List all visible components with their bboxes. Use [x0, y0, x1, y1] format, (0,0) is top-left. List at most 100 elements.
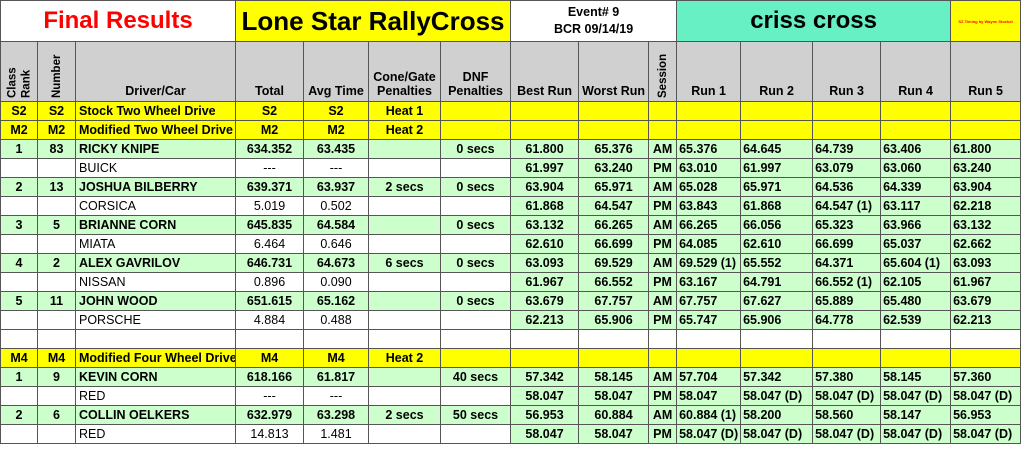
cell: [0, 386, 38, 406]
cell: [368, 196, 441, 216]
cell: PM: [648, 196, 678, 216]
cell: [368, 291, 441, 311]
cell: JOSHUA BILBERRY: [75, 177, 236, 197]
credit: SZ Timing by Wayne Stoebel: [950, 0, 1022, 42]
cell: BRIANNE CORN: [75, 215, 236, 235]
column-header: Run 5: [950, 41, 1022, 102]
cell: [676, 101, 742, 121]
column-header: Driver/Car: [75, 41, 236, 102]
driver-row: 3 5 BRIANNE CORN 645.835 64.584 0 secs 63.132 6…: [0, 215, 1022, 235]
cell: Modified Four Wheel Drive: [75, 348, 236, 368]
cell: M4: [0, 348, 38, 368]
event: Event# 9 BCR 09/14/19: [510, 0, 678, 42]
cell: [648, 348, 678, 368]
cell: 58.047 (D): [740, 386, 814, 406]
driver-row: 5 11 JOHN WOOD 651.615 65.162 0 secs 63.679 67.…: [0, 291, 1022, 311]
cell: 66.056: [740, 215, 814, 235]
column-header: Total: [235, 41, 304, 102]
cell: M2: [37, 120, 76, 140]
cell: 63.093: [950, 253, 1022, 273]
cell: [812, 101, 882, 121]
cell: 5: [0, 291, 38, 311]
cell: 66.265: [676, 215, 742, 235]
column-header: Number: [37, 41, 76, 102]
cell: Modified Two Wheel Drive: [75, 120, 236, 140]
driver-row: 2 13 JOSHUA BILBERRY 639.371 63.937 2 secs 0 s…: [0, 177, 1022, 197]
empty-cell: [510, 329, 580, 349]
cell: [812, 348, 882, 368]
cell: 58.047 (D): [812, 424, 882, 444]
driver-row: 1 83 RICKY KNIPE 634.352 63.435 0 secs 61.800 6…: [0, 139, 1022, 159]
cell: Heat 2: [368, 120, 441, 140]
cell: 64.547: [578, 196, 650, 216]
cell: [439, 272, 512, 292]
cell: PM: [648, 234, 678, 254]
cell: 639.371: [235, 177, 304, 197]
cell: 65.889: [812, 291, 882, 311]
cell: 62.610: [740, 234, 814, 254]
cell: 6 secs: [368, 253, 441, 273]
cell: 63.937: [303, 177, 369, 197]
cell: ---: [235, 386, 304, 406]
cell: [676, 348, 742, 368]
cell: 632.979: [235, 405, 304, 425]
cell: 62.610: [510, 234, 580, 254]
cell: [648, 120, 678, 140]
cell: 1: [0, 367, 38, 387]
cell: 0.646: [303, 234, 369, 254]
cell: 58.047: [510, 386, 580, 406]
results-table: Final Results Lone Star RallyCross Event…: [0, 0, 1022, 444]
cell: 65.376: [676, 139, 742, 159]
cell: [880, 120, 952, 140]
cell: 50 secs: [439, 405, 512, 425]
cell: 61.868: [740, 196, 814, 216]
cell: 64.584: [303, 215, 369, 235]
cell: 5.019: [235, 196, 304, 216]
cell: M2: [303, 120, 369, 140]
cell: 2 secs: [368, 405, 441, 425]
cell: 58.047: [578, 386, 650, 406]
cell: 61.997: [510, 158, 580, 178]
cell: 2 secs: [368, 177, 441, 197]
cell: 66.552 (1): [812, 272, 882, 292]
cell: [37, 158, 76, 178]
cell: 58.047 (D): [880, 424, 952, 444]
column-header: Worst Run: [578, 41, 650, 102]
cell: 61.868: [510, 196, 580, 216]
cell: 65.747: [676, 310, 742, 330]
cell: 65.971: [740, 177, 814, 197]
cell: 60.884 (1): [676, 405, 742, 425]
cell: 65.028: [676, 177, 742, 197]
cell: 57.342: [510, 367, 580, 387]
event-date: BCR 09/14/19: [553, 22, 634, 36]
cell: [880, 348, 952, 368]
cell: RED: [75, 386, 236, 406]
cell: 66.265: [578, 215, 650, 235]
cell: 63.904: [510, 177, 580, 197]
cell: [439, 348, 512, 368]
cell: 66.699: [578, 234, 650, 254]
cell: 0.488: [303, 310, 369, 330]
cell: 58.145: [578, 367, 650, 387]
banner-row: Final Results Lone Star RallyCross Event…: [0, 0, 1022, 42]
cell: 2: [0, 405, 38, 425]
cell: 63.060: [880, 158, 952, 178]
cell: [0, 158, 38, 178]
cell: 58.145: [880, 367, 952, 387]
cell: 63.117: [880, 196, 952, 216]
cell: PM: [648, 386, 678, 406]
cell: 65.604 (1): [880, 253, 952, 273]
cell: 64.371: [812, 253, 882, 273]
cell: M2: [0, 120, 38, 140]
column-header: Run 3: [812, 41, 882, 102]
cell: [439, 310, 512, 330]
cell: Heat 1: [368, 101, 441, 121]
column-header: Run 4: [880, 41, 952, 102]
cell: KEVIN CORN: [75, 367, 236, 387]
cell: 1.481: [303, 424, 369, 444]
course: criss cross: [676, 0, 952, 42]
cell: 9: [37, 367, 76, 387]
cell: 61.967: [510, 272, 580, 292]
cell: 62.105: [880, 272, 952, 292]
cell: [0, 310, 38, 330]
